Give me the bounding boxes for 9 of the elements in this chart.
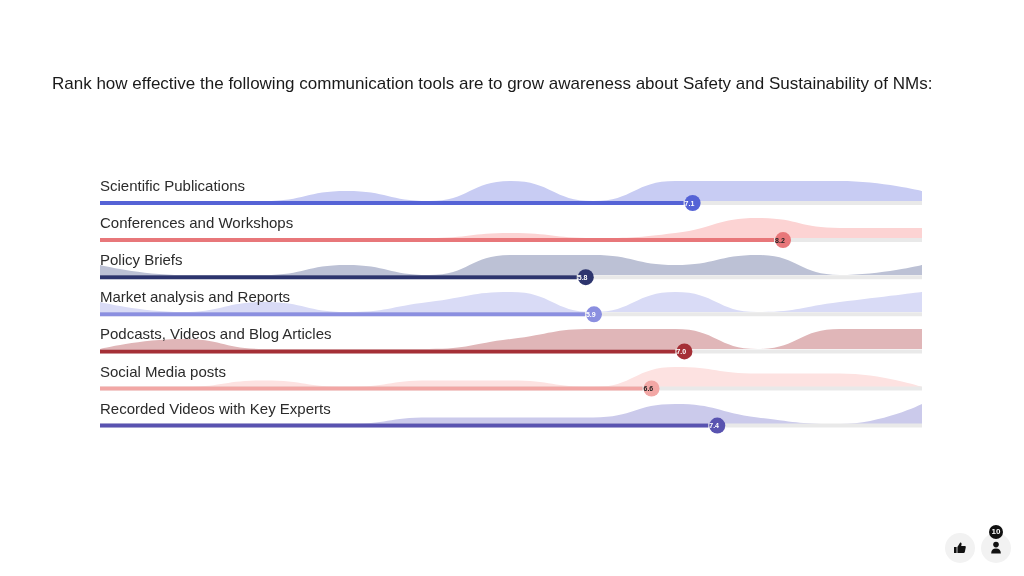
y-tick-label: Market analysis and Reports [100, 288, 291, 306]
y-tick-label: Scientific Publications [100, 177, 246, 194]
chart-title: Rank how effective the following communication tools are to grow awareness about Safety and Sustainability of NMs: [52, 74, 933, 93]
y-tick-label: Podcasts, Videos and Blog Articles [100, 325, 332, 343]
count-badge: 10 [989, 525, 1003, 539]
y-tick-label: Recorded Videos with Key Experts [100, 399, 331, 417]
y-tick-label: Conferences and Workshops [100, 214, 294, 232]
y-tick-label: Policy Briefs [100, 251, 183, 269]
y-tick-label: Social Media posts [100, 362, 226, 380]
